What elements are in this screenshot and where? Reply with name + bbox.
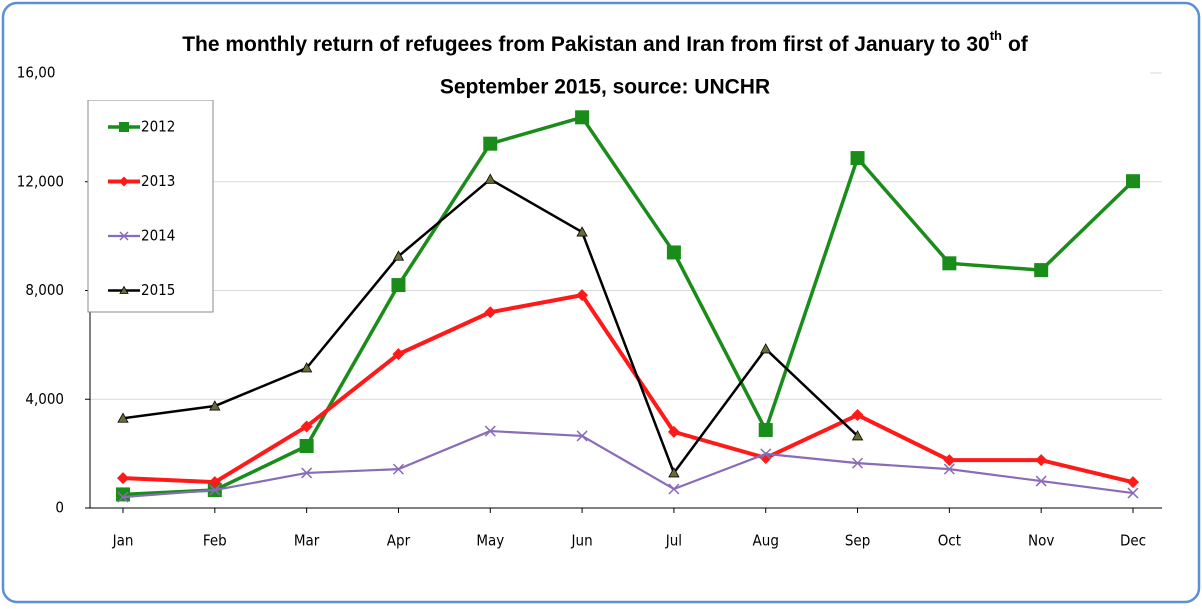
series-line [122, 429, 1134, 499]
legend-label: 2014 [141, 227, 175, 245]
series-line [122, 293, 1134, 485]
marker [576, 226, 588, 237]
marker [1127, 487, 1139, 499]
marker [299, 439, 314, 454]
marker [117, 472, 129, 485]
legend-label: 2013 [141, 172, 175, 190]
marker [1035, 475, 1047, 487]
marker [667, 425, 680, 438]
marker [392, 348, 405, 361]
marker [117, 491, 129, 503]
marker [391, 278, 406, 293]
marker [483, 136, 498, 151]
marker [1126, 174, 1140, 189]
marker [484, 425, 496, 437]
marker [943, 454, 956, 467]
x-tick-label: Feb [203, 532, 227, 550]
marker [209, 400, 221, 411]
y-tick-label: 0 [55, 499, 64, 517]
marker [575, 110, 590, 125]
legend-label: 2015 [141, 281, 175, 299]
marker [116, 487, 130, 502]
title-text: The monthly return of refugees from Paki… [182, 33, 990, 56]
marker [392, 463, 404, 475]
marker [666, 245, 681, 260]
marker [943, 463, 955, 475]
legend: 2012 2013 2014 2015 [87, 99, 214, 313]
x-tick-label: Sep [845, 532, 870, 550]
marker [852, 457, 864, 469]
marker [758, 422, 773, 437]
marker [668, 483, 680, 495]
x-tick-label: May [476, 532, 504, 550]
x-tick-label: Aug [753, 532, 779, 550]
marker [850, 151, 865, 166]
marker [576, 289, 589, 302]
marker [117, 412, 129, 423]
marker [484, 306, 497, 319]
plot-area: 0 4,000 8,000 12,000 16,000 Jan Feb Mar Apr May Ju… [17, 64, 1162, 550]
marker [208, 476, 221, 489]
y-tick-label: 12,000 [17, 172, 64, 190]
title-superscript: th [990, 28, 1002, 43]
y-tick-label: 4,000 [25, 390, 64, 408]
marker [300, 420, 313, 433]
legend-box [87, 99, 214, 313]
x-tick-label: Oct [938, 532, 961, 550]
marker [119, 285, 129, 294]
x-tick-label: Jun [571, 532, 593, 550]
chart-title: The monthly return of refugees from Paki… [182, 28, 1029, 55]
marker [1127, 476, 1139, 489]
marker [760, 448, 772, 460]
chart-title: September 2015, source: UNCHR [440, 76, 770, 99]
y-tick-label: 8,000 [25, 281, 64, 299]
series-line [122, 115, 1135, 497]
marker [484, 173, 496, 184]
x-tick-label: Apr [387, 532, 411, 550]
marker [851, 430, 864, 441]
marker [392, 250, 405, 261]
x-tick-label: Mar [294, 532, 320, 550]
marker [119, 122, 129, 132]
marker [576, 430, 588, 442]
marker [301, 467, 313, 479]
marker [1035, 454, 1048, 467]
x-tick-label: Jul [665, 532, 682, 550]
marker [942, 256, 957, 271]
marker [209, 484, 221, 496]
x-tick-label: Jan [112, 532, 134, 550]
marker [300, 362, 313, 373]
title-text: of [1008, 33, 1029, 56]
marker [119, 231, 129, 241]
x-tick-label: Dec [1120, 532, 1146, 550]
marker [119, 176, 129, 187]
title-background [55, 18, 1150, 100]
marker [668, 467, 680, 478]
marker [1034, 263, 1049, 278]
marker [851, 409, 864, 422]
x-tick-label: Nov [1028, 532, 1054, 550]
y-tick-label: 16,000 [17, 64, 64, 82]
marker [760, 343, 772, 354]
legend-label: 2012 [141, 118, 175, 136]
